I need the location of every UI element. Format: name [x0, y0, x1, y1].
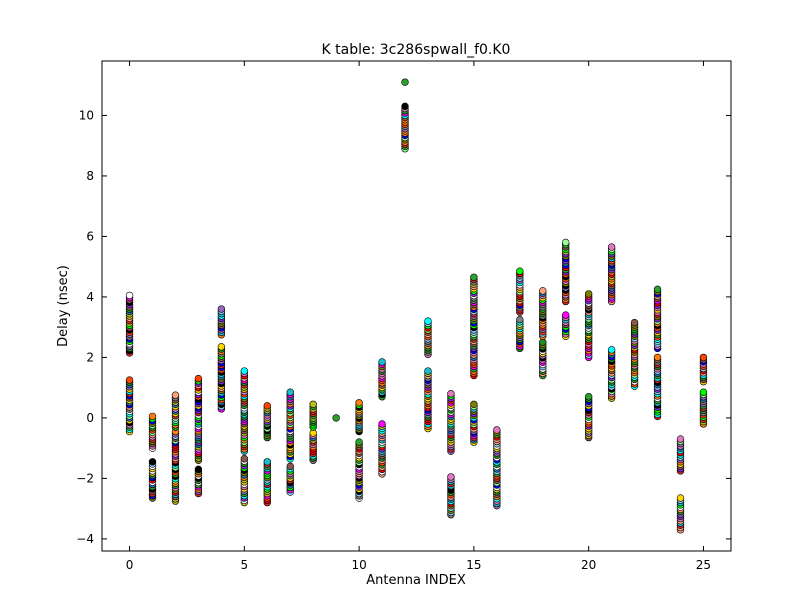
y-tick-label: 2: [86, 350, 94, 364]
data-point: [424, 367, 432, 375]
data-point: [424, 317, 432, 325]
data-point: [309, 400, 317, 409]
data-point: [332, 414, 340, 422]
data-point: [607, 243, 616, 251]
x-axis-label: Antenna INDEX: [366, 573, 466, 588]
data-point: [562, 238, 570, 247]
data-point: [516, 267, 524, 275]
data-point: [217, 343, 226, 351]
data-point: [584, 393, 593, 401]
data-point: [539, 287, 547, 295]
data-point: [470, 273, 478, 281]
data-point: [355, 438, 363, 446]
plot-frame: [101, 60, 732, 552]
data-point: [401, 102, 409, 111]
data-point: [584, 290, 593, 298]
data-point: [171, 391, 180, 399]
y-tick-label: −2: [76, 471, 94, 485]
data-point: [699, 353, 708, 362]
y-axis-label: Delay (nsec): [56, 265, 71, 347]
x-tick-label: 25: [696, 558, 711, 572]
data-point: [194, 465, 203, 474]
data-point: [263, 402, 271, 410]
data-point: [286, 388, 294, 396]
data-point: [676, 494, 685, 502]
x-tick-label: 15: [466, 558, 481, 572]
y-tick-label: −4: [76, 532, 94, 546]
data-point: [562, 311, 570, 319]
data-point: [148, 458, 157, 466]
y-tick-label: 4: [86, 290, 94, 304]
data-point: [378, 420, 386, 428]
y-tick-label: 6: [86, 229, 94, 243]
y-tick-label: 10: [79, 108, 94, 122]
x-tick-label: 0: [126, 558, 134, 572]
data-point: [286, 462, 294, 471]
y-tick-label: 0: [86, 411, 94, 425]
data-point: [240, 367, 249, 375]
data-point: [125, 291, 134, 300]
data-point: [470, 400, 478, 409]
x-tick-label: 5: [241, 558, 249, 572]
data-point: [653, 285, 662, 294]
data-point: [699, 388, 708, 396]
data-point: [401, 78, 409, 86]
data-point: [493, 426, 501, 434]
chart-title: K table: 3c286spwall_f0.K0: [322, 42, 511, 58]
data-point: [217, 305, 226, 313]
data-point: [447, 390, 455, 398]
data-point: [125, 376, 134, 384]
data-point: [240, 455, 249, 463]
data-point: [355, 399, 363, 407]
data-points: [125, 78, 708, 534]
data-point: [676, 435, 685, 443]
y-tick-label: 8: [86, 169, 94, 183]
axis-ticks: 0 5 10 15 20 25 −4 −2 0 2 4 6 8 10: [76, 61, 731, 572]
data-point: [263, 458, 271, 466]
data-point: [516, 315, 524, 324]
data-point: [447, 473, 455, 481]
x-tick-label: 10: [351, 558, 366, 572]
data-point: [607, 346, 616, 354]
data-point: [148, 412, 157, 421]
x-tick-label: 20: [581, 558, 596, 572]
data-point: [194, 374, 203, 383]
data-point: [653, 353, 662, 362]
data-point: [378, 358, 386, 366]
data-point: [630, 318, 639, 327]
